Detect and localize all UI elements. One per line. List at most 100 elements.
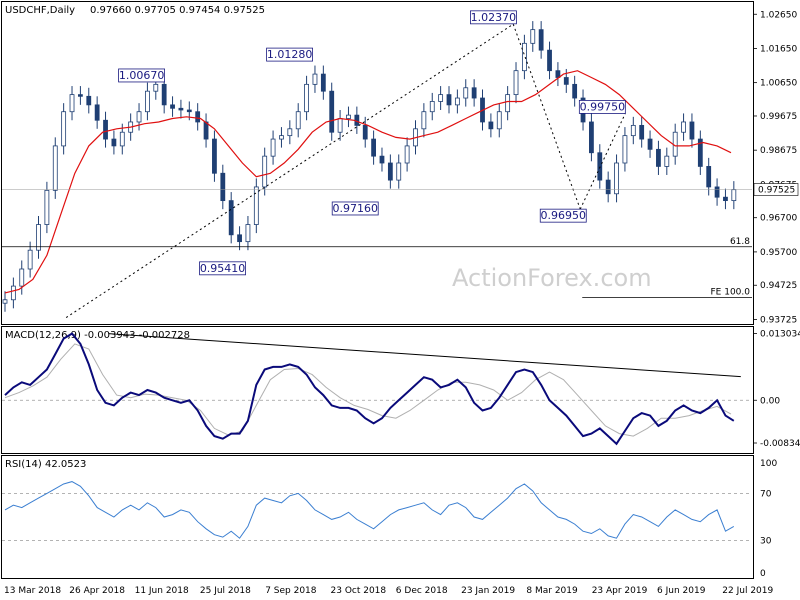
candle-body <box>94 104 100 121</box>
candle-body <box>262 155 268 188</box>
price-y-tick-label: 0.95700 <box>760 248 797 258</box>
x-date-label: 6 Jun 2019 <box>657 586 706 596</box>
rsi-line <box>4 481 735 539</box>
price-annotation-box <box>539 208 587 223</box>
candle-body <box>697 138 703 167</box>
price-annotation-label: 0.95410 <box>200 262 246 275</box>
candle-body <box>245 224 251 243</box>
candle-body <box>605 179 611 195</box>
candle-body <box>270 138 276 157</box>
candle-body <box>647 138 653 150</box>
candle-body <box>463 87 469 99</box>
candle-body <box>153 83 159 92</box>
candle-body <box>2 299 8 304</box>
x-date-label: 23 Oct 2018 <box>331 586 387 596</box>
price-annotation-box <box>199 261 246 276</box>
candle-body <box>454 97 460 106</box>
candle-body <box>178 107 184 111</box>
candle-body <box>404 145 410 164</box>
candle-body <box>731 189 737 202</box>
candle-body <box>371 138 377 157</box>
candle-body <box>329 90 335 133</box>
price-y-tick-label: 1.01650 <box>760 44 797 54</box>
candle-body <box>119 131 125 147</box>
candle-body <box>203 121 209 140</box>
candle-body <box>689 121 695 140</box>
price-annotation-label: 1.01280 <box>267 48 313 61</box>
candle-body <box>337 118 343 133</box>
price-y-tick-label: 0.93725 <box>760 315 797 325</box>
candle-body <box>103 119 108 140</box>
rsi-y-tick-label: 70 <box>760 489 772 499</box>
candle-body <box>36 224 41 251</box>
price-pane-frame <box>1 1 754 325</box>
candle-body <box>312 73 318 85</box>
x-date-label: 26 Apr 2018 <box>69 586 125 596</box>
candle-body <box>563 77 569 85</box>
candle-body <box>27 249 33 270</box>
candle-body <box>530 29 536 44</box>
price-y-tick-label: 0.94725 <box>760 281 797 291</box>
x-date-label: 11 Jun 2018 <box>135 586 189 596</box>
candle-body <box>237 234 242 243</box>
candle-body <box>421 111 427 130</box>
candle-body <box>220 172 226 202</box>
x-date-label: 25 Jul 2018 <box>200 586 251 596</box>
candle-body <box>186 109 192 113</box>
rsi-title: RSI(14) 42.0523 <box>5 459 86 470</box>
price-annotation-box <box>470 10 517 25</box>
fe-100-label: FE 100.0 <box>711 287 751 297</box>
candle-body <box>287 128 293 137</box>
price-annotation-box <box>578 100 626 114</box>
candle-body <box>630 124 636 137</box>
candle-body <box>723 196 728 202</box>
candle-body <box>304 83 309 113</box>
x-date-label: 7 Sep 2018 <box>265 586 317 596</box>
candle-body <box>19 268 25 287</box>
candle-body <box>446 94 452 106</box>
price-annotation-label: 0.99750 <box>580 100 626 113</box>
candle-body <box>714 186 720 198</box>
x-date-label: 23 Apr 2019 <box>592 586 648 596</box>
candle-body <box>706 166 712 188</box>
candle-body <box>346 114 351 119</box>
candle-body <box>77 94 83 97</box>
candle-body <box>379 155 385 164</box>
candle-body <box>488 121 494 130</box>
macd-trendline <box>108 333 741 378</box>
rsi-y-tick-label: 30 <box>760 537 772 547</box>
price-y-tick-label: 1.00650 <box>760 79 797 89</box>
price-annotation-box <box>331 201 379 216</box>
candle-body <box>471 87 477 99</box>
candle-body <box>622 135 628 164</box>
price-layer: 61.8 FE 100.0 1.00670 0.95410 1.01280 0.97160… <box>2 10 752 318</box>
macd-y-tick-label: -0.00834 <box>760 439 800 449</box>
candle-body <box>61 111 67 147</box>
macd-title: MACD(12,26,9) -0.003943 -0.002728 <box>5 330 190 341</box>
candle-body <box>111 138 117 147</box>
candle-body <box>656 148 661 167</box>
price-y-tick-label: 0.99675 <box>760 112 797 122</box>
candle-body <box>161 83 167 106</box>
candle-body <box>572 83 578 99</box>
candle-body <box>438 94 444 102</box>
price-ohlc: 0.97660 0.97705 0.97454 0.97525 <box>90 5 265 16</box>
rsi-layer <box>2 481 752 541</box>
macd-y-tick-label: 0.00 <box>760 396 780 406</box>
axis-layer: 1.026501.016501.006500.996750.986750.976… <box>4 10 800 596</box>
candle-body <box>664 155 670 167</box>
candle-body <box>589 121 594 154</box>
x-date-label: 22 Jul 2019 <box>722 586 773 596</box>
macd-line <box>4 332 735 446</box>
candle-body <box>145 90 150 113</box>
candle-body <box>513 70 519 96</box>
x-date-label: 23 Jan 2019 <box>461 586 515 596</box>
watermark-text: ActionForex.com <box>452 264 652 292</box>
price-annotation-label: 1.02370 <box>471 11 517 24</box>
price-annotation-box <box>118 68 165 83</box>
candle-body <box>212 138 217 174</box>
candle-body <box>597 152 603 181</box>
candle-body <box>547 49 552 72</box>
